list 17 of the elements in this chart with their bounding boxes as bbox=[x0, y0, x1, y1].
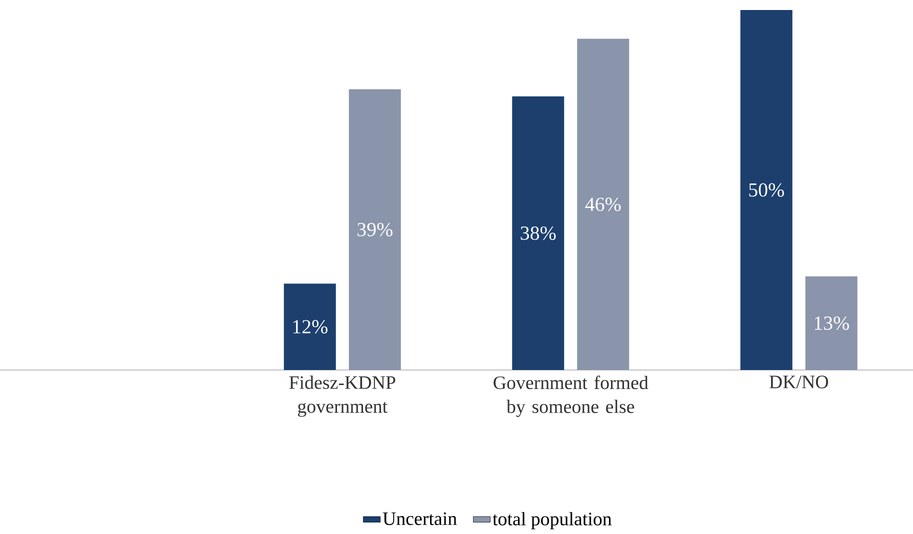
data-label: 12% bbox=[293, 320, 328, 334]
x-tick-label: Fidesz-KDNP government bbox=[289, 376, 396, 417]
legend-label: total population bbox=[492, 512, 612, 530]
data-label: 13% bbox=[814, 316, 849, 330]
bar bbox=[512, 96, 564, 370]
legend-label: Uncertain bbox=[382, 512, 457, 526]
x-tick-label: Government formed by someone else bbox=[494, 376, 648, 417]
data-label: 50% bbox=[749, 183, 784, 197]
bar bbox=[740, 10, 792, 370]
data-label: 46% bbox=[585, 198, 621, 212]
x-tick-label: DK/NO bbox=[769, 376, 828, 388]
bar bbox=[805, 276, 858, 370]
bar bbox=[577, 38, 630, 370]
bar bbox=[284, 284, 336, 370]
bar bbox=[348, 89, 401, 370]
data-label: 38% bbox=[520, 226, 556, 240]
data-label: 39% bbox=[358, 222, 392, 236]
